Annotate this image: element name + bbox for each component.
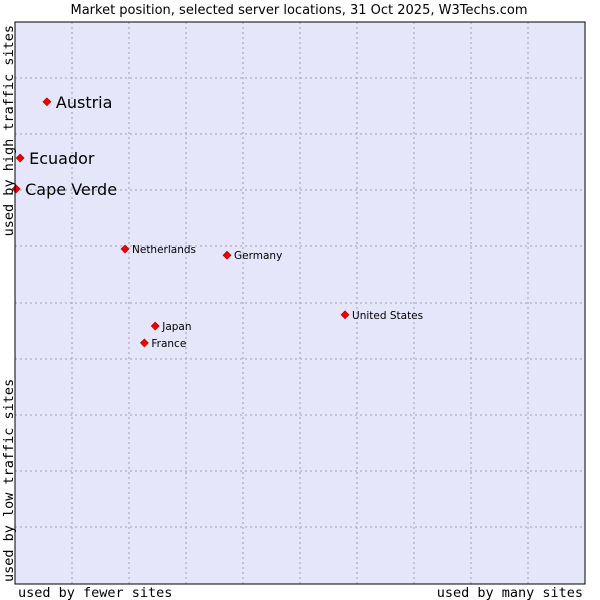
y-axis-label-top: used by high traffic sites: [1, 25, 17, 236]
point-label-netherlands: Netherlands: [132, 244, 196, 256]
x-axis-label-left: used by fewer sites: [18, 585, 172, 600]
point-label-france: France: [151, 338, 186, 350]
point-marker-ecuador: [15, 153, 25, 163]
point-label-japan: Japan: [161, 321, 191, 333]
data-point-austria: Austria: [42, 93, 113, 112]
data-point-cape-verde: Cape Verde: [11, 180, 117, 199]
point-label-cape-verde: Cape Verde: [25, 180, 117, 199]
point-marker-netherlands: [120, 244, 130, 254]
point-label-united-states: United States: [352, 310, 423, 322]
data-point-france: France: [139, 338, 186, 350]
point-marker-germany: [222, 250, 232, 260]
data-point-netherlands: Netherlands: [120, 244, 196, 256]
point-label-austria: Austria: [56, 93, 113, 112]
y-axis-label-bottom: used by low traffic sites: [1, 379, 17, 582]
data-point-ecuador: Ecuador: [15, 149, 95, 168]
point-label-ecuador: Ecuador: [29, 149, 95, 168]
point-marker-united-states: [340, 310, 350, 320]
data-point-united-states: United States: [340, 310, 423, 322]
point-marker-japan: [150, 321, 160, 331]
point-marker-austria: [42, 97, 52, 107]
grid-lines: [15, 22, 585, 584]
point-label-germany: Germany: [234, 250, 282, 262]
data-point-japan: Japan: [150, 321, 192, 333]
point-marker-france: [139, 338, 149, 348]
x-axis-label-right: used by many sites: [437, 585, 583, 600]
chart-title: Market position, selected server locatio…: [70, 3, 527, 18]
data-point-germany: Germany: [222, 250, 282, 262]
point-marker-cape-verde: [11, 184, 21, 194]
data-points: Austria Ecuador Cape Verde Netherlands Germa…: [11, 93, 423, 350]
plot-border: [14, 21, 586, 585]
